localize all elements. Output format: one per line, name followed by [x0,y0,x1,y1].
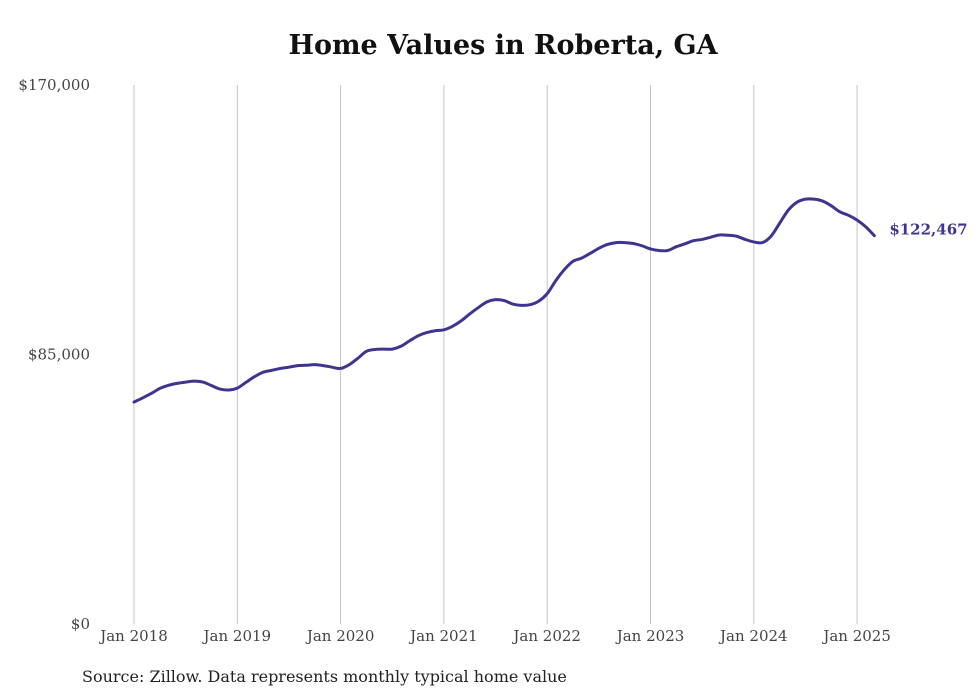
x-tick-label: Jan 2019 [202,627,272,645]
y-axis-ticks: $0 $85,000 $170,000 [18,76,90,633]
x-tick-label: Jan 2025 [821,627,891,645]
x-tick-label: Jan 2021 [408,627,478,645]
y-tick-label: $0 [71,615,90,633]
end-value-label: $122,467 [889,221,967,239]
x-tick-label: Jan 2022 [511,627,581,645]
source-note: Source: Zillow. Data represents monthly … [82,667,567,686]
x-tick-label: Jan 2018 [98,627,168,645]
x-axis-ticks: Jan 2018 Jan 2019 Jan 2020 Jan 2021 Jan 2022… [98,627,891,645]
x-tick-label: Jan 2024 [718,627,788,645]
grid-lines [133,85,858,624]
chart-title: Home Values in Roberta, GA [288,30,718,61]
series-line [132,197,876,404]
x-tick-label: Jan 2023 [615,627,685,645]
x-tick-label: Jan 2020 [305,627,375,645]
y-tick-label: $170,000 [18,76,90,94]
y-tick-label: $85,000 [28,346,90,364]
